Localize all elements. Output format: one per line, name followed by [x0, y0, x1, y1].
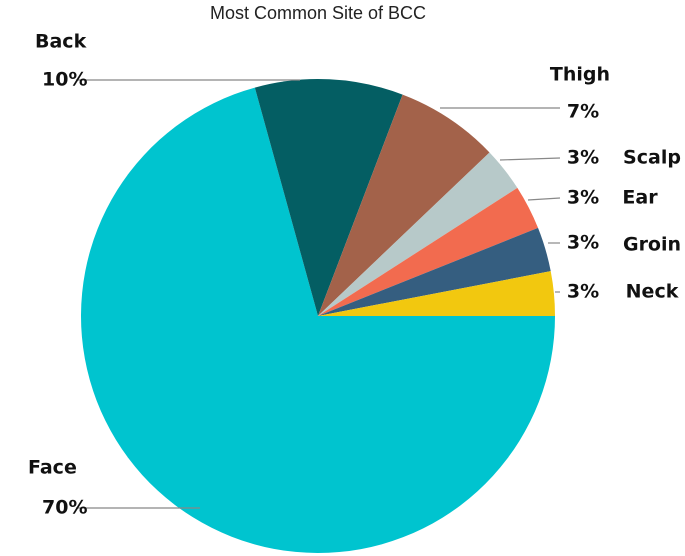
- value-label: 3%: [567, 147, 599, 169]
- leader-line: [499, 157, 561, 161]
- pie-slice: [318, 271, 555, 316]
- value-label: 70%: [42, 497, 87, 519]
- pie-slice: [254, 79, 403, 316]
- slice-label: Thigh: [550, 64, 610, 86]
- pie-slice: [318, 227, 551, 316]
- slice-label: Back: [35, 31, 87, 53]
- value-label: 3%: [567, 187, 599, 209]
- pie-slice: [318, 152, 518, 316]
- value-label: 10%: [42, 69, 87, 91]
- slice-label: Face: [28, 457, 77, 479]
- pie-slice: [318, 187, 539, 316]
- slice-label: Scalp: [623, 147, 681, 169]
- leader-line: [527, 197, 561, 201]
- value-label: 3%: [567, 281, 599, 303]
- pie-slice: [80, 87, 556, 553]
- slice-label: Ear: [622, 187, 658, 209]
- slice-label: Groin: [623, 234, 681, 256]
- value-label: 3%: [567, 232, 599, 254]
- chart-title: Most Common Site of BCC: [210, 3, 426, 23]
- slice-label: Neck: [626, 281, 679, 303]
- pie-slice: [318, 94, 490, 316]
- value-label: 7%: [567, 101, 599, 123]
